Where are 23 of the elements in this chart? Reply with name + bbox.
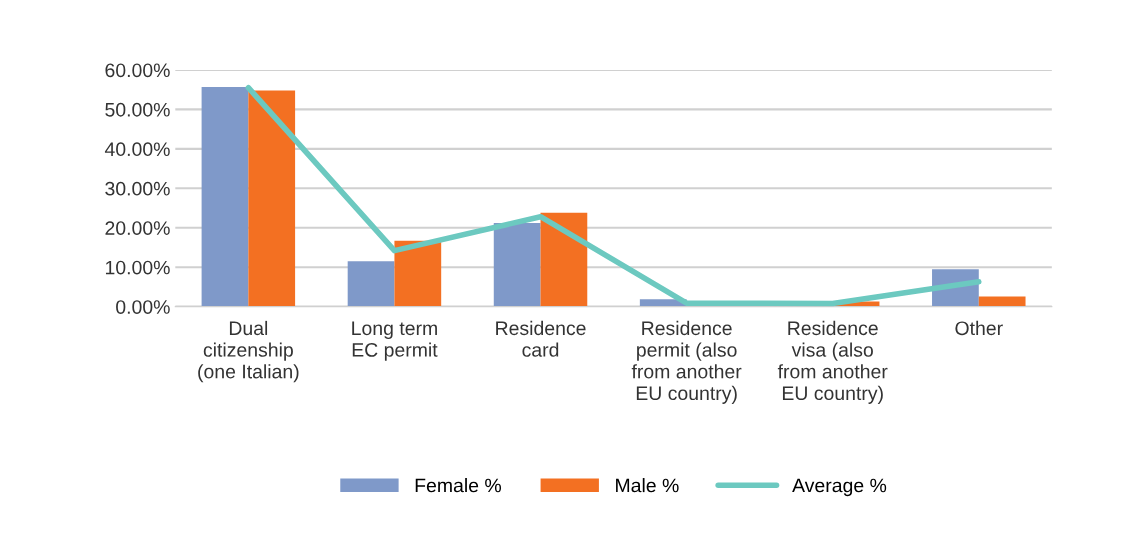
legend-label: Average % bbox=[792, 478, 887, 497]
bar bbox=[248, 90, 296, 307]
y-tick-label: 20.00% bbox=[105, 221, 170, 235]
bar bbox=[540, 212, 588, 307]
legend-label: Female % bbox=[415, 478, 502, 493]
bar bbox=[347, 261, 395, 307]
x-tick-label: Dual citizenship (one Italian) bbox=[198, 320, 299, 383]
y-tick-label: 30.00% bbox=[105, 181, 170, 196]
bar bbox=[394, 240, 442, 307]
y-tick-label: 0.00% bbox=[116, 300, 170, 314]
y-tick-label: 50.00% bbox=[105, 102, 170, 117]
y-tick-label: 10.00% bbox=[105, 260, 170, 275]
y-tick-label: 60.00% bbox=[105, 63, 170, 78]
x-tick-label: Residence card bbox=[496, 320, 586, 357]
bar bbox=[201, 86, 249, 307]
y-tick-label: 40.00% bbox=[104, 142, 170, 157]
bar bbox=[493, 223, 541, 307]
x-tick-label: Residence visa (also from another EU country) bbox=[777, 320, 888, 404]
x-tick-label: Long term EC permit bbox=[352, 321, 438, 361]
legend-label: Male % bbox=[616, 478, 679, 493]
x-tick-label: Other bbox=[955, 320, 1003, 336]
x-tick-label: Residence permit (also from another EU country) bbox=[631, 320, 742, 404]
bar bbox=[978, 296, 1026, 307]
